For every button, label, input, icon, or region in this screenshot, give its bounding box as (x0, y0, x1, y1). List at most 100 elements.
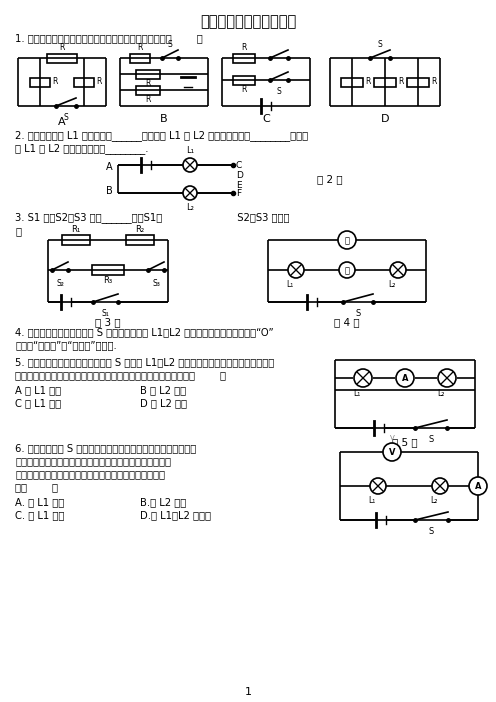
Text: S: S (63, 113, 68, 122)
Text: R: R (60, 44, 64, 53)
Text: L₁: L₁ (353, 389, 361, 398)
Text: 第 2 题: 第 2 题 (317, 174, 343, 184)
Text: L₁: L₁ (286, 280, 294, 289)
Text: B 灯 L2 短路: B 灯 L2 短路 (140, 385, 186, 395)
Text: S: S (277, 87, 281, 96)
Circle shape (354, 369, 372, 387)
Text: R₁: R₁ (71, 225, 81, 234)
Polygon shape (74, 77, 94, 86)
Polygon shape (136, 86, 160, 95)
Polygon shape (130, 53, 150, 62)
Text: R₂: R₂ (135, 225, 144, 234)
Text: L₁: L₁ (369, 496, 375, 505)
Text: S: S (429, 527, 434, 536)
Text: R: R (145, 79, 151, 88)
Text: A: A (58, 117, 66, 127)
Polygon shape (62, 235, 90, 245)
Polygon shape (92, 265, 124, 275)
Text: 乙: 乙 (345, 266, 350, 275)
Text: L₁: L₁ (186, 146, 194, 155)
Text: R: R (137, 44, 143, 53)
Polygon shape (374, 77, 396, 86)
Polygon shape (407, 77, 429, 86)
Text: R: R (242, 86, 247, 95)
Text: L₂: L₂ (431, 496, 437, 505)
Text: D: D (381, 114, 389, 124)
Text: 5. 如图，电源电压不变，闭合开关 S 后，灯 L1、L2 都发光，一段时间后，其中一盏灯突: 5. 如图，电源电压不变，闭合开关 S 后，灯 L1、L2 都发光，一段时间后，… (15, 357, 274, 367)
Polygon shape (233, 53, 255, 62)
Text: S₃: S₃ (152, 279, 160, 288)
Polygon shape (47, 53, 77, 62)
Text: 内选填“电压表”和“电流表”的符号.: 内选填“电压表”和“电流表”的符号. (15, 340, 117, 350)
Text: A: A (106, 162, 113, 172)
Circle shape (438, 369, 456, 387)
Polygon shape (136, 69, 160, 79)
Circle shape (183, 186, 197, 200)
Text: B: B (160, 114, 168, 124)
Text: R: R (145, 95, 151, 105)
Text: 一段时间后，发现电压表示数为零，电流表示数增大，经检: 一段时间后，发现电压表示数为零，电流表示数增大，经检 (15, 456, 171, 466)
Circle shape (432, 478, 448, 494)
Text: D: D (236, 171, 243, 180)
Circle shape (390, 262, 406, 278)
Text: E: E (236, 180, 242, 190)
Text: C: C (236, 161, 242, 169)
Text: 6. 如图，当开关 S 闭合后，两只灯泡均发光，两电表均有示数，: 6. 如图，当开关 S 闭合后，两只灯泡均发光，两电表均有示数， (15, 443, 196, 453)
Text: A. 灯 L1 断路: A. 灯 L1 断路 (15, 497, 64, 507)
Text: A: A (402, 374, 408, 383)
Polygon shape (341, 77, 363, 86)
Circle shape (183, 158, 197, 172)
Text: D.灯 L1、L2 都断路: D.灯 L1、L2 都断路 (140, 510, 211, 520)
Text: 电路及电路故障分析练习: 电路及电路故障分析练习 (200, 15, 296, 29)
Text: R₃: R₃ (104, 276, 113, 285)
Text: V: V (390, 435, 394, 441)
Text: 1. 下面四个电路图中，开关闭合后，三个电阵并联的是（        ）: 1. 下面四个电路图中，开关闭合后，三个电阵并联的是（ ） (15, 33, 203, 43)
Text: 然息灬，而电流表，电压表的示数不变，则产生这一现象的原因是（        ）: 然息灬，而电流表，电压表的示数不变，则产生这一现象的原因是（ ） (15, 370, 226, 380)
Text: 4. 如图所示的电路中，开关 S 闭合后，小灯泡 L1、L2 正常发光，请在甲、乙两个“O”: 4. 如图所示的电路中，开关 S 闭合后，小灯泡 L1、L2 正常发光，请在甲、… (15, 327, 274, 337)
Text: L₂: L₂ (437, 389, 445, 398)
Text: S: S (355, 309, 361, 318)
Text: B: B (106, 186, 113, 196)
Text: C: C (262, 114, 270, 124)
Text: D 灯 L2 断路: D 灯 L2 断路 (140, 398, 187, 408)
Text: 1: 1 (245, 687, 251, 697)
Text: 3. S1 合、S2、S3 都开______联；S1、                        S2、S3 都闭合: 3. S1 合、S2、S3 都开______联；S1、 S2、S3 都闭合 (15, 213, 290, 223)
Circle shape (339, 262, 355, 278)
Text: 第 3 题: 第 3 题 (95, 317, 121, 327)
Text: F: F (236, 189, 241, 197)
Text: S: S (168, 40, 173, 49)
Text: V: V (389, 448, 395, 457)
Text: L₂: L₂ (186, 203, 194, 212)
Text: 是（        ）: 是（ ） (15, 482, 58, 492)
Text: S₂: S₂ (56, 279, 64, 288)
Circle shape (396, 369, 414, 387)
Text: A: A (475, 482, 481, 491)
Text: C 灯 L1 断路: C 灯 L1 断路 (15, 398, 61, 408)
Text: R: R (398, 77, 403, 86)
Circle shape (370, 478, 386, 494)
Polygon shape (30, 77, 50, 86)
Circle shape (288, 262, 304, 278)
Circle shape (469, 477, 487, 495)
Text: B.灯 L2 短路: B.灯 L2 短路 (140, 497, 186, 507)
Polygon shape (126, 235, 154, 245)
Text: R: R (96, 77, 101, 86)
Text: R: R (242, 44, 247, 53)
Text: C. 灯 L1 短路: C. 灯 L1 短路 (15, 510, 64, 520)
Text: 查小灯泡外其余器材连接良好，造成这种情况的原因可能: 查小灯泡外其余器材连接良好，造成这种情况的原因可能 (15, 469, 165, 479)
Text: S: S (429, 435, 434, 444)
Text: R: R (431, 77, 436, 86)
Text: 2. 如图，若只需 L1 发光，连接______；若要求 L1 和 L2 串联发光，连接________；若要: 2. 如图，若只需 L1 发光，连接______；若要求 L1 和 L2 串联发… (15, 131, 308, 142)
Text: 第 5 题: 第 5 题 (392, 437, 418, 447)
Text: S₁: S₁ (101, 309, 109, 318)
Text: L₂: L₂ (388, 280, 396, 289)
Text: R: R (365, 77, 371, 86)
Text: 联: 联 (15, 226, 21, 236)
Circle shape (338, 231, 356, 249)
Text: S: S (377, 40, 382, 49)
Text: 求 L1 和 L2 并联发光，连接________.: 求 L1 和 L2 并联发光，连接________. (15, 143, 148, 154)
Text: 甲: 甲 (345, 236, 350, 245)
Text: R: R (52, 77, 58, 86)
Text: A 灯 L1 短路: A 灯 L1 短路 (15, 385, 61, 395)
Circle shape (383, 443, 401, 461)
